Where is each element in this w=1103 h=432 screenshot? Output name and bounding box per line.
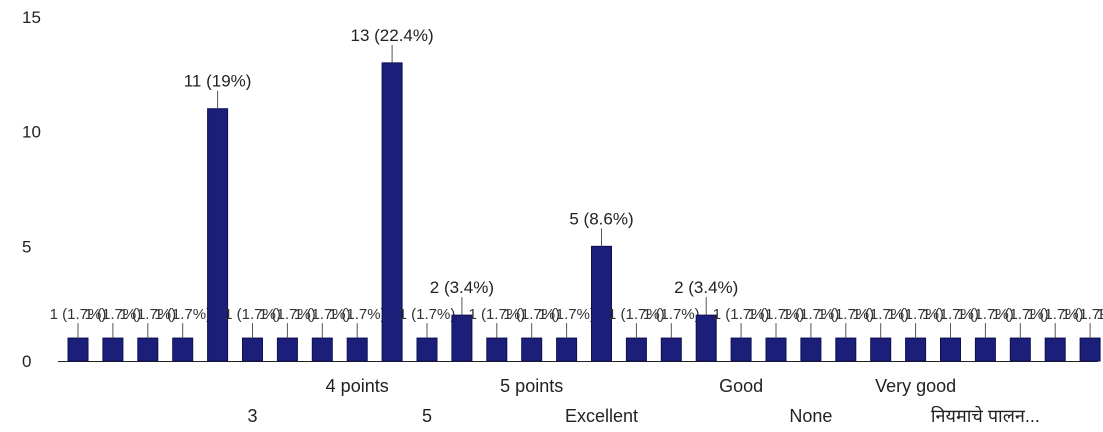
bar — [276, 337, 298, 362]
x-category-label: None — [789, 406, 832, 426]
data-label: 1 (1.7%) — [817, 306, 874, 323]
y-tick-label: 15 — [22, 8, 41, 27]
bar — [765, 337, 787, 362]
y-tick-label: 5 — [22, 237, 31, 256]
data-label: 2 (3.4%) — [674, 278, 738, 297]
bar — [1044, 337, 1066, 362]
bar — [172, 337, 194, 362]
data-label: 1 (1.7%) — [922, 306, 979, 323]
bar — [486, 337, 508, 362]
x-category-label: 5 — [422, 406, 432, 426]
bar — [974, 337, 996, 362]
data-label: 1 (1.7%) — [957, 306, 1014, 323]
bar — [625, 337, 647, 362]
data-label: 5 (8.6%) — [569, 209, 633, 228]
bar — [591, 245, 612, 362]
bar — [346, 337, 368, 362]
bar — [870, 337, 892, 362]
x-category-label: Very good — [875, 376, 956, 396]
y-tick-label: 0 — [22, 352, 31, 371]
bar — [556, 337, 578, 362]
data-label: 1 (1.7%) — [992, 306, 1049, 323]
bar — [242, 337, 263, 362]
data-label: 1 (1.7%) — [399, 306, 456, 323]
data-label: 1 (1.7%) — [748, 306, 805, 323]
data-label: 1 (1.7%) — [608, 306, 665, 323]
bar — [521, 337, 543, 362]
data-label: 1 (1.7%) — [468, 306, 525, 323]
data-label: 1 (1.7%) — [1097, 306, 1103, 323]
data-label: 1 (1.7%) — [887, 306, 944, 323]
data-label: 1 (1.7%) — [50, 306, 107, 323]
x-category-label: Good — [719, 376, 763, 396]
bar — [102, 337, 124, 362]
data-label: 1 (1.7%) — [713, 306, 770, 323]
x-category-label: नियमाचे पालन... — [931, 405, 1040, 426]
data-label: 1 (1.7%) — [85, 306, 142, 323]
data-label: 1 (1.7%) — [259, 306, 316, 323]
bar — [1079, 337, 1101, 362]
data-label: 1 (1.7%) — [1062, 306, 1103, 323]
x-category-label: 5 points — [500, 376, 563, 396]
data-label: 2 (3.4%) — [430, 278, 494, 297]
data-label: 1 (1.7%) — [783, 306, 840, 323]
bar — [207, 108, 229, 362]
bar — [416, 337, 438, 362]
data-label: 13 (22.4%) — [351, 26, 434, 45]
bar — [137, 337, 159, 362]
bar — [1009, 337, 1031, 362]
x-category-label: Excellent — [565, 406, 638, 426]
data-label: 1 (1.7%) — [503, 306, 560, 323]
bar — [835, 337, 857, 362]
y-tick-label: 10 — [22, 123, 41, 142]
data-label: 11 (19%) — [184, 72, 252, 91]
data-label: 1 (1.7%) — [1027, 306, 1084, 323]
data-label: 1 (1.7%) — [119, 306, 176, 323]
bar — [940, 337, 961, 362]
data-label: 1 (1.7%) — [224, 306, 281, 323]
data-label: 1 (1.7%) — [643, 306, 700, 323]
data-label: 1 (1.7%) — [329, 306, 386, 323]
bar — [311, 337, 333, 362]
x-category-label: 3 — [247, 406, 257, 426]
bar — [800, 337, 822, 362]
data-label: 1 (1.7%) — [294, 306, 351, 323]
data-label: 1 (1.7%) — [852, 306, 909, 323]
data-label: 1 (1.7%) — [154, 306, 211, 323]
bar — [67, 337, 89, 362]
data-label: 1 (1.7%) — [538, 306, 595, 323]
bar — [660, 337, 682, 362]
bar — [730, 337, 752, 362]
x-category-label: 4 points — [326, 376, 389, 396]
bar — [905, 337, 927, 362]
